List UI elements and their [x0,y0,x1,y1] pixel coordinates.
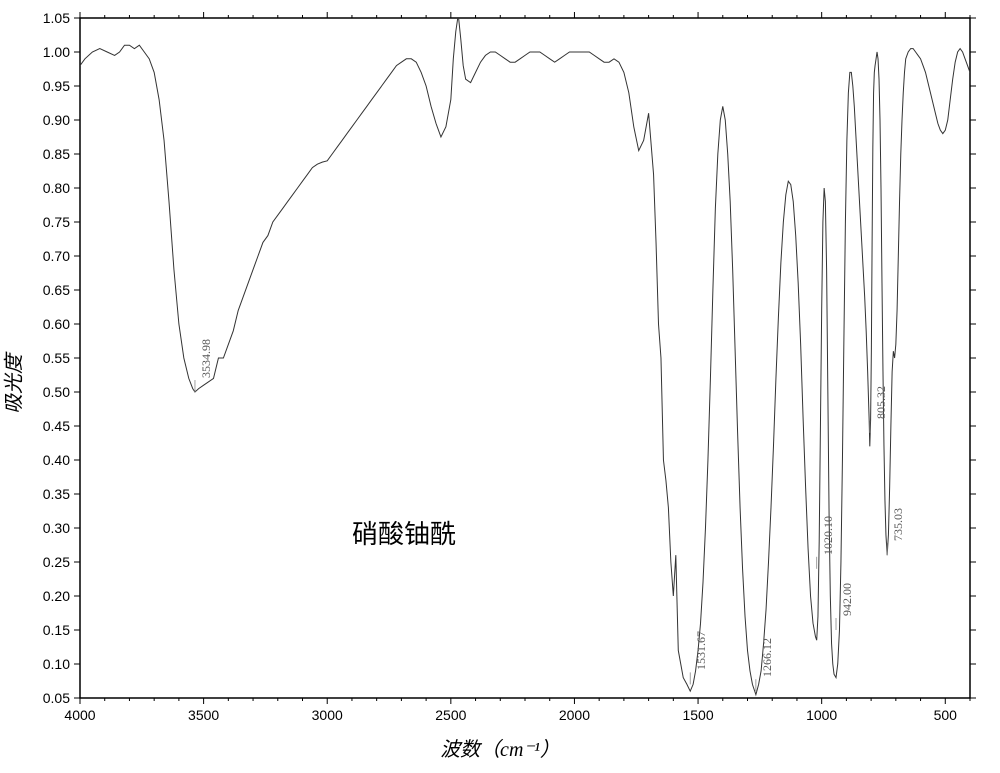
svg-text:0.40: 0.40 [43,452,70,468]
svg-text:2000: 2000 [559,707,590,723]
svg-text:0.55: 0.55 [43,350,70,366]
svg-text:0.35: 0.35 [43,486,70,502]
svg-text:0.80: 0.80 [43,180,70,196]
peak-label: 1531.67 [694,631,709,670]
svg-text:0.10: 0.10 [43,656,70,672]
svg-text:3000: 3000 [312,707,343,723]
svg-text:500: 500 [934,707,958,723]
svg-text:2500: 2500 [435,707,466,723]
svg-text:1500: 1500 [682,707,713,723]
svg-text:1.05: 1.05 [43,10,70,26]
svg-text:4000: 4000 [64,707,95,723]
svg-text:0.75: 0.75 [43,214,70,230]
svg-text:0.85: 0.85 [43,146,70,162]
svg-text:0.50: 0.50 [43,384,70,400]
svg-text:0.95: 0.95 [43,78,70,94]
svg-text:0.20: 0.20 [43,588,70,604]
svg-text:1.00: 1.00 [43,44,70,60]
svg-text:0.15: 0.15 [43,622,70,638]
svg-text:0.45: 0.45 [43,418,70,434]
peak-label: 1266.12 [760,638,775,677]
svg-text:0.30: 0.30 [43,520,70,536]
ir-spectrum-chart: 0.05 0.10 0.15 0.20 0.25 0.30 0.35 0.40 0.45 0.50… [0,0,1000,768]
peak-label: 1020.10 [821,516,836,555]
peak-label: 805.32 [874,386,889,419]
svg-text:3500: 3500 [188,707,219,723]
peak-label: 735.03 [891,508,906,541]
chart-svg: 0.05 0.10 0.15 0.20 0.25 0.30 0.35 0.40 0.45 0.50… [0,0,1000,768]
compound-label: 硝酸铀酰 [352,514,456,551]
peak-label: 942.00 [840,583,855,616]
y-axis-label: 吸光度 [0,354,27,414]
svg-text:0.65: 0.65 [43,282,70,298]
svg-text:0.90: 0.90 [43,112,70,128]
peak-label: 3534.98 [199,339,214,378]
x-axis-label: 波数（cm⁻¹） [440,733,560,762]
svg-text:0.25: 0.25 [43,554,70,570]
svg-text:0.05: 0.05 [43,690,70,706]
svg-text:1000: 1000 [806,707,837,723]
svg-text:0.60: 0.60 [43,316,70,332]
svg-text:0.70: 0.70 [43,248,70,264]
